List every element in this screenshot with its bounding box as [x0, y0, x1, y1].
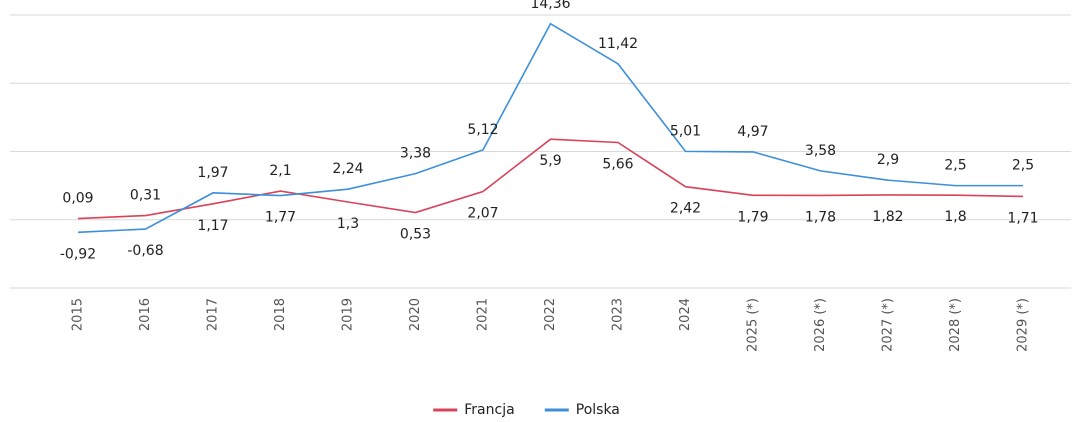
- data-label: 1,79: [737, 209, 768, 225]
- x-tick: 2019: [341, 298, 356, 331]
- x-tick-label: 2026 (*): [813, 298, 828, 352]
- data-label: 2,07: [467, 205, 498, 221]
- data-label: 1,82: [872, 209, 903, 225]
- x-tick: 2024: [678, 298, 693, 331]
- data-label: 2,5: [1012, 158, 1034, 174]
- data-label: 2,9: [877, 152, 899, 168]
- data-label: 1,77: [265, 210, 296, 226]
- x-tick-label: 2024: [678, 298, 693, 331]
- data-label: 5,12: [467, 122, 498, 138]
- legend-label: Polska: [576, 402, 620, 418]
- x-tick-label: 2029 (*): [1016, 298, 1031, 352]
- x-tick-label: 2018: [273, 298, 288, 331]
- x-tick-label: 2017: [206, 298, 221, 331]
- data-label: 1,71: [1007, 210, 1038, 226]
- x-tick: 2021: [476, 298, 491, 331]
- data-label: 1,78: [805, 209, 836, 225]
- data-label: 2,5: [944, 158, 966, 174]
- x-tick: 2023: [611, 298, 626, 331]
- x-tick: 2020: [408, 298, 423, 331]
- x-tick: 2022: [543, 298, 558, 331]
- x-tick-label: 2020: [408, 298, 423, 331]
- x-tick: 2027 (*): [881, 298, 896, 352]
- data-label: 1,8: [944, 209, 966, 225]
- x-tick: 2028 (*): [948, 298, 963, 352]
- x-tick-label: 2025 (*): [746, 298, 761, 352]
- data-label: 14,36: [530, 0, 570, 12]
- data-label: 5,01: [670, 123, 701, 139]
- data-label: 0,31: [130, 188, 161, 204]
- data-label: 1,97: [197, 165, 228, 181]
- data-label: -0,92: [60, 246, 96, 262]
- x-tick-label: 2027 (*): [881, 298, 896, 352]
- data-label: 3,58: [805, 143, 836, 159]
- x-tick: 2018: [273, 298, 288, 331]
- data-label: 0,53: [400, 227, 431, 243]
- legend-label: Francja: [464, 402, 514, 418]
- data-label: -0,68: [127, 243, 163, 259]
- x-tick-label: 2019: [341, 298, 356, 331]
- x-tick: 2015: [71, 298, 86, 331]
- x-tick-label: 2028 (*): [948, 298, 963, 352]
- x-tick-label: 2015: [71, 298, 86, 331]
- x-tick: 2025 (*): [746, 298, 761, 352]
- data-label: 4,97: [737, 124, 768, 140]
- series-line: [77, 138, 1024, 220]
- data-label: 3,38: [400, 146, 431, 162]
- series-line: [77, 22, 1023, 234]
- x-tick-label: 2016: [138, 298, 153, 331]
- x-tick-label: 2021: [476, 298, 491, 331]
- x-tick-label: 2023: [611, 298, 626, 331]
- x-tick: 2016: [138, 298, 153, 331]
- x-tick: 2017: [206, 298, 221, 331]
- data-label: 5,66: [602, 156, 633, 172]
- x-tick: 2029 (*): [1016, 298, 1031, 352]
- data-label: 1,3: [337, 216, 359, 232]
- data-label: 5,9: [539, 153, 561, 169]
- data-label: 2,42: [670, 201, 701, 217]
- data-label: 0,09: [62, 191, 93, 207]
- data-label: 11,42: [598, 36, 638, 52]
- data-label: 1,17: [197, 218, 228, 234]
- data-label: 2,1: [269, 163, 291, 179]
- x-tick: 2026 (*): [813, 298, 828, 352]
- data-label: 2,24: [332, 161, 363, 177]
- x-tick-label: 2022: [543, 298, 558, 331]
